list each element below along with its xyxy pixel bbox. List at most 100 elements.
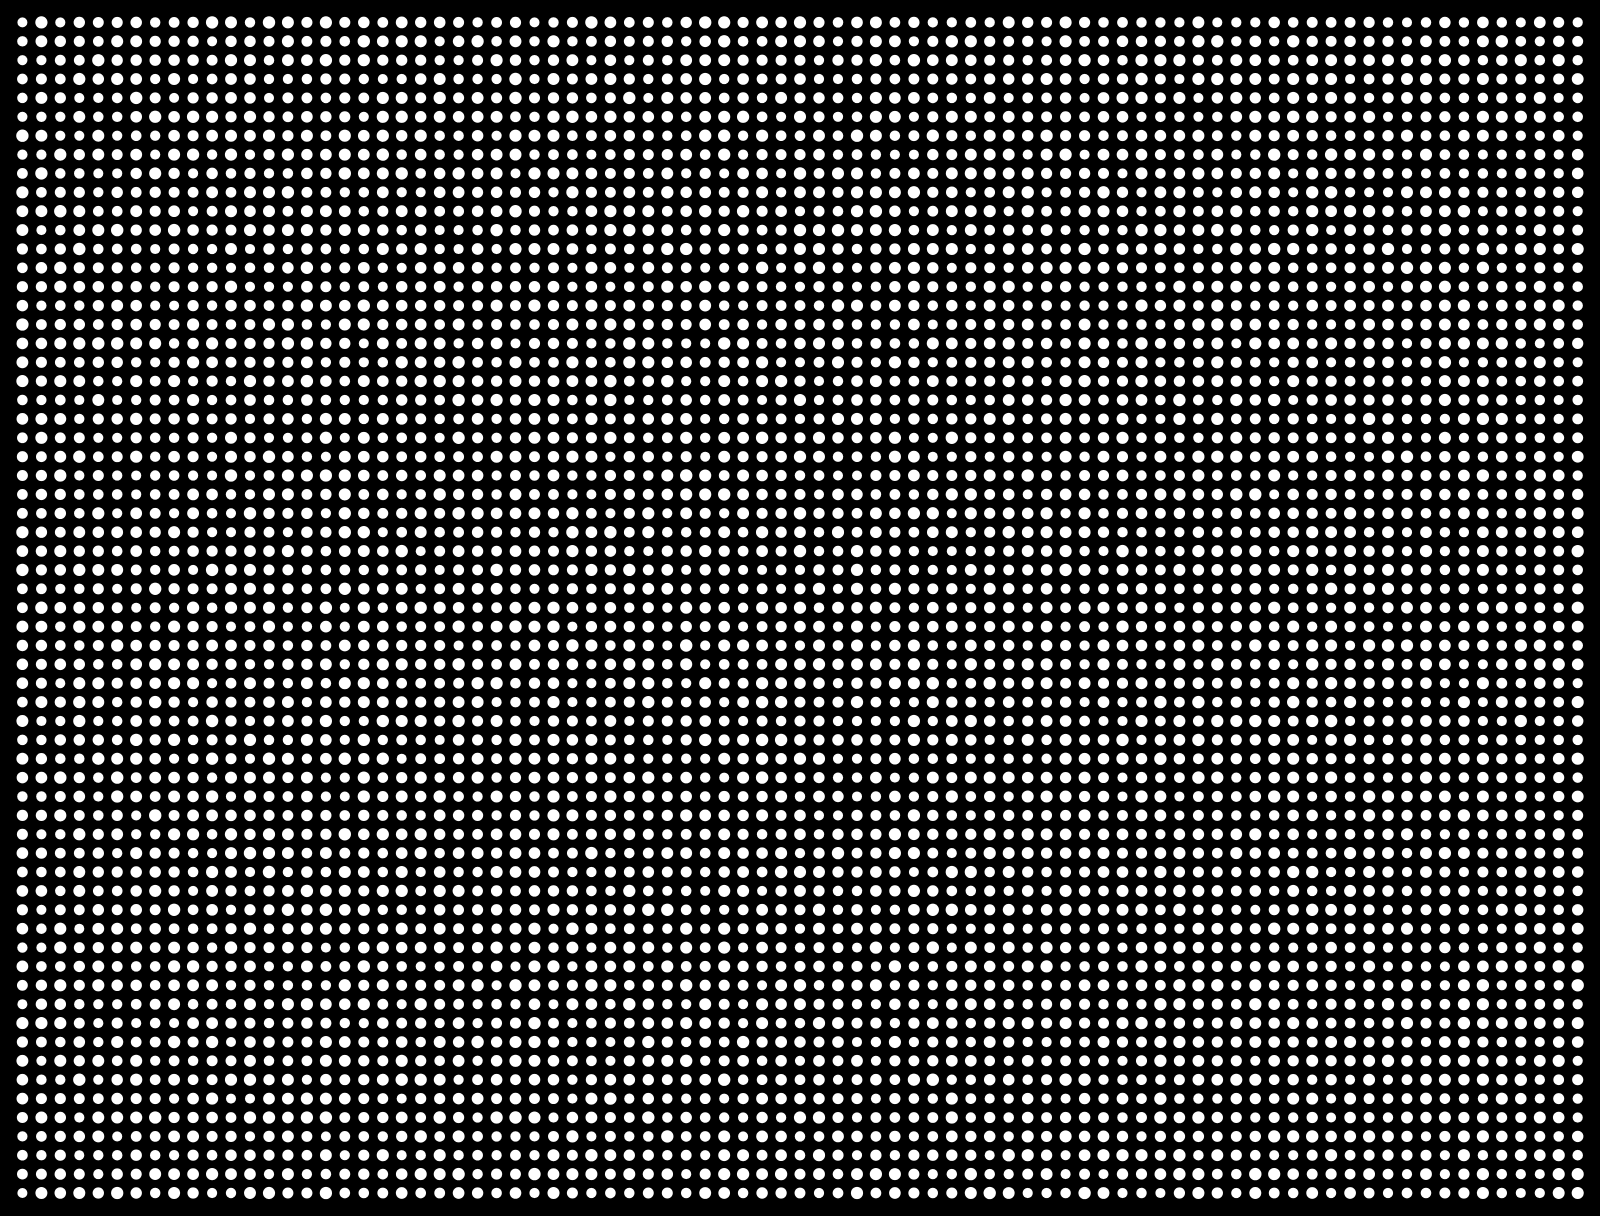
dot xyxy=(1192,998,1204,1010)
dot xyxy=(813,470,825,481)
dot xyxy=(395,1036,408,1048)
dot xyxy=(395,167,408,180)
dot xyxy=(301,564,312,575)
dot xyxy=(1326,413,1337,424)
dot xyxy=(908,903,920,916)
dot xyxy=(927,205,939,217)
dot xyxy=(54,35,66,47)
dot xyxy=(1211,261,1224,274)
dot xyxy=(869,129,882,142)
dot xyxy=(1116,451,1129,463)
dot xyxy=(452,658,465,671)
dot xyxy=(130,1036,142,1048)
dot xyxy=(358,979,370,991)
dot xyxy=(1495,337,1508,350)
dot xyxy=(453,998,464,1010)
dot xyxy=(281,318,295,331)
dot xyxy=(643,810,654,821)
dot xyxy=(793,1111,807,1124)
dot xyxy=(756,300,768,312)
dot xyxy=(585,563,598,576)
dot xyxy=(188,168,199,179)
dot xyxy=(1193,300,1204,311)
dot xyxy=(869,941,883,954)
dot xyxy=(35,1111,48,1124)
dot xyxy=(93,810,104,821)
dot xyxy=(168,356,180,368)
dot xyxy=(1192,771,1205,784)
dot xyxy=(471,847,484,860)
dot xyxy=(529,1131,540,1142)
dot xyxy=(927,640,939,651)
dot xyxy=(111,677,123,689)
dot xyxy=(624,545,635,557)
dot xyxy=(642,620,655,633)
dot xyxy=(36,1074,47,1085)
dot xyxy=(1022,92,1034,104)
dot xyxy=(377,1055,389,1067)
dot xyxy=(92,545,104,557)
dot xyxy=(547,299,560,312)
dot xyxy=(187,262,199,273)
dot xyxy=(604,772,616,784)
dot xyxy=(205,16,219,29)
dot xyxy=(775,771,787,784)
dot xyxy=(775,923,787,935)
dot xyxy=(1362,809,1376,822)
dot xyxy=(244,866,256,878)
dot xyxy=(1572,224,1584,236)
dot xyxy=(1287,865,1300,879)
dot xyxy=(130,885,142,897)
dot xyxy=(1230,393,1243,407)
dot xyxy=(73,280,86,293)
dot xyxy=(908,583,920,595)
dot xyxy=(908,602,919,613)
dot xyxy=(889,280,901,293)
dot xyxy=(92,847,104,859)
dot xyxy=(869,54,883,67)
dot xyxy=(737,130,749,141)
dot xyxy=(1003,658,1015,670)
dot xyxy=(54,601,67,614)
dot xyxy=(1097,356,1110,369)
dot xyxy=(1230,583,1242,595)
dot xyxy=(983,715,996,727)
dot xyxy=(1211,714,1224,728)
dot xyxy=(1458,149,1470,160)
dot xyxy=(1515,149,1526,160)
dot xyxy=(1231,772,1242,783)
dot xyxy=(1136,1112,1147,1123)
dot xyxy=(396,961,407,972)
dot xyxy=(187,639,199,652)
dot xyxy=(965,1093,977,1104)
dot xyxy=(319,299,332,312)
dot xyxy=(832,621,844,632)
dot xyxy=(813,620,825,633)
dot xyxy=(1401,998,1413,1010)
dot xyxy=(528,431,541,444)
dot xyxy=(225,224,237,236)
dot xyxy=(396,451,408,463)
dot xyxy=(719,508,730,519)
dot xyxy=(491,772,502,783)
dot xyxy=(965,583,976,594)
dot xyxy=(357,318,370,331)
dot xyxy=(1098,35,1109,47)
dot xyxy=(908,998,920,1010)
dot xyxy=(1420,1131,1432,1142)
dot xyxy=(1363,1093,1375,1105)
dot xyxy=(35,658,47,670)
dot xyxy=(1477,451,1489,462)
dot xyxy=(1154,922,1167,935)
dot xyxy=(320,35,332,47)
dot xyxy=(244,753,256,764)
dot xyxy=(566,300,578,312)
dot xyxy=(1135,885,1148,897)
dot xyxy=(964,563,977,576)
dot xyxy=(111,545,123,557)
dot xyxy=(1173,186,1186,199)
dot xyxy=(756,658,768,670)
dot xyxy=(282,734,294,746)
dot xyxy=(205,752,219,765)
